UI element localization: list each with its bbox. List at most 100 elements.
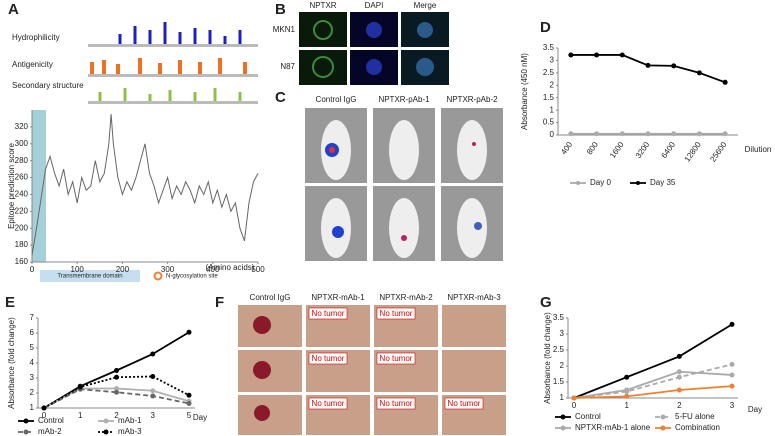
point <box>676 387 682 393</box>
panel-letter: D <box>540 19 551 36</box>
legend-box <box>40 270 140 282</box>
y-tick-label: 180 <box>15 240 29 249</box>
point <box>729 383 735 389</box>
transmembrane-band <box>32 110 46 262</box>
y-tick-label: 5 <box>30 343 35 352</box>
track-base <box>88 101 258 104</box>
y-tick-label: 7 <box>30 313 35 322</box>
point <box>594 131 600 137</box>
point <box>645 62 651 68</box>
panel-letter: A <box>8 1 19 18</box>
point <box>568 131 574 137</box>
point <box>671 131 677 137</box>
x-tick-label: 1600 <box>608 140 626 160</box>
y-axis-title: Absorbance (fold change) <box>543 312 552 404</box>
x-tick-label: 400 <box>206 265 220 274</box>
y-tick-label: 3 <box>560 329 565 338</box>
track-label: Antigenicity <box>12 60 53 69</box>
series-line <box>570 54 726 84</box>
point <box>619 131 625 137</box>
track-base <box>88 74 258 77</box>
legend-marker <box>103 418 109 424</box>
row-label: MKN1 <box>273 25 296 34</box>
legend-marker <box>23 429 29 435</box>
y-tick-label: 1.5 <box>543 93 555 102</box>
x-tick-label: 2 <box>114 411 119 420</box>
y-tick-label: 220 <box>15 206 29 215</box>
y-tick-label: 240 <box>15 190 29 199</box>
x-tick-label: 3200 <box>634 140 652 160</box>
legend-label: Control <box>38 416 64 425</box>
point <box>722 79 728 85</box>
point <box>150 393 156 399</box>
column-label: NPTXR-mAb-1 <box>311 293 365 302</box>
x-tick-label: 3 <box>730 401 735 410</box>
y-tick-label: 3.5 <box>553 313 565 322</box>
y-tick-label: 2 <box>560 361 565 370</box>
y-tick-label: 280 <box>15 156 29 165</box>
y-tick-label: 300 <box>15 139 29 148</box>
legend-label: mAb-1 <box>118 416 142 425</box>
y-tick-label: 2 <box>550 80 555 89</box>
legend-marker <box>660 425 666 431</box>
x-tick-label: 25600 <box>708 140 728 164</box>
point <box>619 52 625 58</box>
x-tick-label: 1 <box>624 401 629 410</box>
legend-marker <box>576 181 580 185</box>
point <box>676 374 682 380</box>
point <box>696 131 702 137</box>
point <box>114 386 119 391</box>
column-label: DAPI <box>365 1 384 10</box>
legend-label: Day 35 <box>650 178 676 187</box>
point <box>624 374 630 380</box>
y-tick-label: 200 <box>15 223 29 232</box>
y-tick-label: 1.5 <box>553 377 565 386</box>
panel-letter: C <box>275 89 286 106</box>
glyco-marker <box>153 271 163 281</box>
column-label: NPTXR-pAb-2 <box>446 95 498 104</box>
y-tick-label: 1 <box>30 403 35 412</box>
series-line <box>573 323 733 399</box>
annotation: N-glycosylation site <box>166 274 218 280</box>
x-tick-label: 800 <box>585 140 600 157</box>
y-tick-label: 4 <box>30 358 35 367</box>
panel-letter: G <box>540 294 552 311</box>
x-tick-label: 400 <box>559 140 574 157</box>
point <box>114 368 119 373</box>
y-axis-title: Absorbance (fold change) <box>7 317 16 409</box>
no-tumor: No tumor <box>380 309 413 318</box>
point <box>568 52 574 58</box>
legend-marker <box>660 414 666 420</box>
legend-label: Control <box>575 412 601 421</box>
no-tumor: No tumor <box>312 399 345 408</box>
micrographs <box>299 12 449 85</box>
point <box>150 388 156 394</box>
point <box>186 329 192 335</box>
y-tick-label: 320 <box>15 122 29 131</box>
legend-label: mAb-3 <box>118 427 142 436</box>
point <box>114 374 119 380</box>
point <box>696 70 702 76</box>
legend-label: NPTXR-mAb-1 alone <box>575 423 651 432</box>
legend-marker <box>636 181 640 185</box>
y-tick-label: 2.5 <box>543 68 555 77</box>
y-tick-label: 0 <box>550 130 555 139</box>
column-label: Merge <box>414 1 437 10</box>
series-line <box>573 385 733 399</box>
y-axis-title: Absorbance (450 nM) <box>520 53 529 130</box>
point <box>722 131 728 137</box>
antigenicity-track <box>90 58 247 74</box>
x-tick-label: 1 <box>78 411 83 420</box>
no-tumor: No tumor <box>380 354 413 363</box>
x-tick-label: 5 <box>187 411 192 420</box>
point <box>150 351 156 357</box>
point <box>624 393 630 399</box>
x-tick-label: 200 <box>116 265 130 274</box>
column-label: NPTXR-mAb-3 <box>447 293 501 302</box>
x-tick-label: 0 <box>572 401 577 410</box>
legend-marker <box>103 429 109 435</box>
column-label: Control IgG <box>250 293 291 302</box>
y-axis-title: Epitope prediction score <box>7 143 16 229</box>
no-tumor: No tumor <box>448 399 481 408</box>
